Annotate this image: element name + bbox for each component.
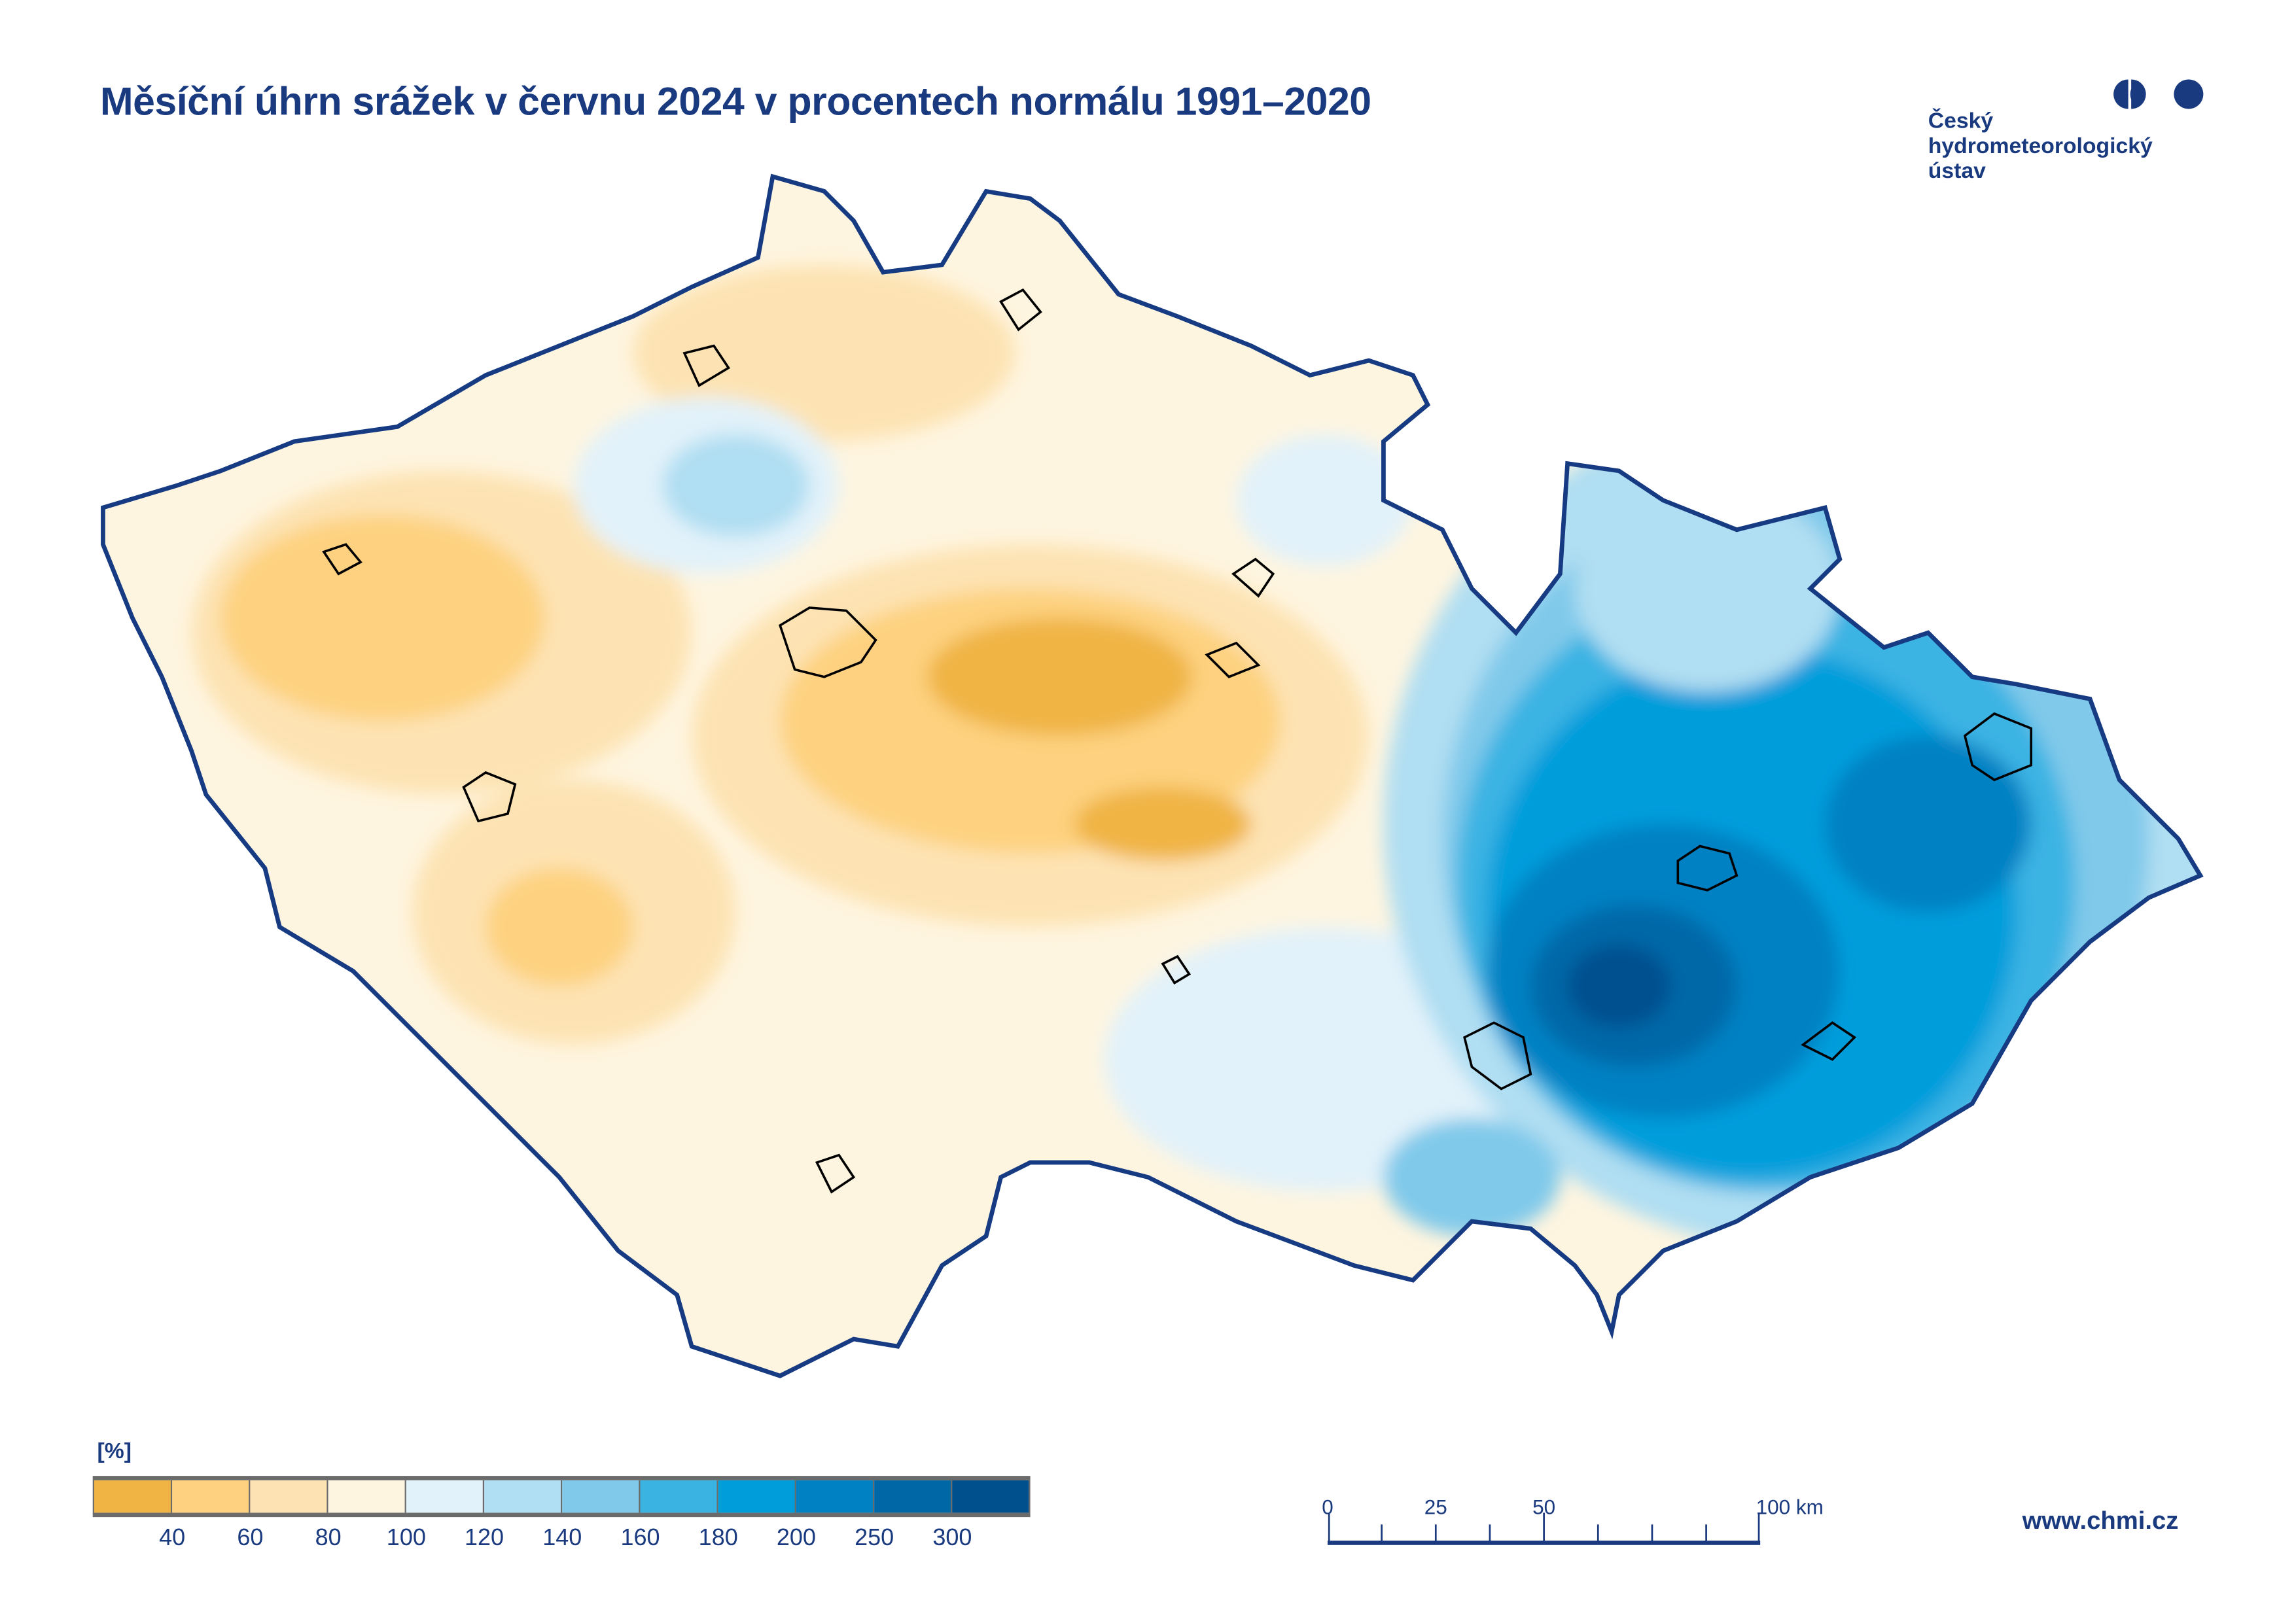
legend-swatch [796, 1480, 875, 1513]
legend-label: 40 [159, 1526, 186, 1551]
legend-label: 120 [465, 1526, 504, 1551]
page-title: Měsíční úhrn srážek v červnu 2024 v proc… [99, 79, 1371, 124]
legend-swatch [952, 1480, 1029, 1513]
scale-bar [1327, 1512, 1761, 1545]
legend-swatch [406, 1480, 485, 1513]
city-pardubice [1205, 641, 1261, 678]
scale-label: 25 [1424, 1495, 1447, 1519]
legend-swatch [484, 1480, 563, 1513]
city-liberec [999, 288, 1042, 332]
legend-swatch [874, 1480, 953, 1513]
city-budejovice [815, 1153, 856, 1194]
logo-line-1: Český [1928, 109, 1994, 134]
legend-swatch [172, 1480, 251, 1513]
city-hradec [1231, 557, 1275, 598]
legend-swatch [562, 1480, 641, 1513]
scale-label: 0 [1322, 1495, 1333, 1519]
city-plzen [462, 771, 517, 823]
chmi-logo-icon [2113, 79, 2204, 109]
legend-label: 300 [932, 1526, 972, 1551]
city-outlines [322, 288, 2032, 1194]
legend-swatch [328, 1480, 406, 1513]
logo-line-3: ústav [1928, 158, 1986, 184]
legend-label: 100 [386, 1526, 426, 1551]
legend-unit: [%] [97, 1439, 132, 1465]
legend-label: 160 [620, 1526, 660, 1551]
legend-label: 80 [315, 1526, 342, 1551]
city-usti [682, 344, 730, 387]
legend-label: 180 [698, 1526, 738, 1551]
scale-label: 100 km [1756, 1495, 1824, 1519]
logo-line-2: hydrometeorologický [1928, 133, 2153, 159]
city-olomouc [1676, 845, 1739, 892]
legend-label: 250 [855, 1526, 894, 1551]
website-link[interactable]: www.chmi.cz [2022, 1507, 2179, 1535]
legend-swatch [640, 1480, 718, 1513]
legend-swatch [250, 1480, 328, 1513]
city-jihlava [1161, 954, 1192, 985]
city-brno [1463, 1021, 1532, 1091]
legend-swatch [94, 1480, 173, 1513]
city-zlin [1801, 1021, 1857, 1061]
color-legend [92, 1476, 1031, 1518]
legend-label: 200 [776, 1526, 816, 1551]
legend-label: 60 [237, 1526, 264, 1551]
city-ostrava [1963, 712, 2032, 782]
legend-swatch [718, 1480, 796, 1513]
city-karlovy-vary [322, 543, 362, 576]
city-praha [779, 606, 877, 678]
legend-label: 140 [542, 1526, 582, 1551]
